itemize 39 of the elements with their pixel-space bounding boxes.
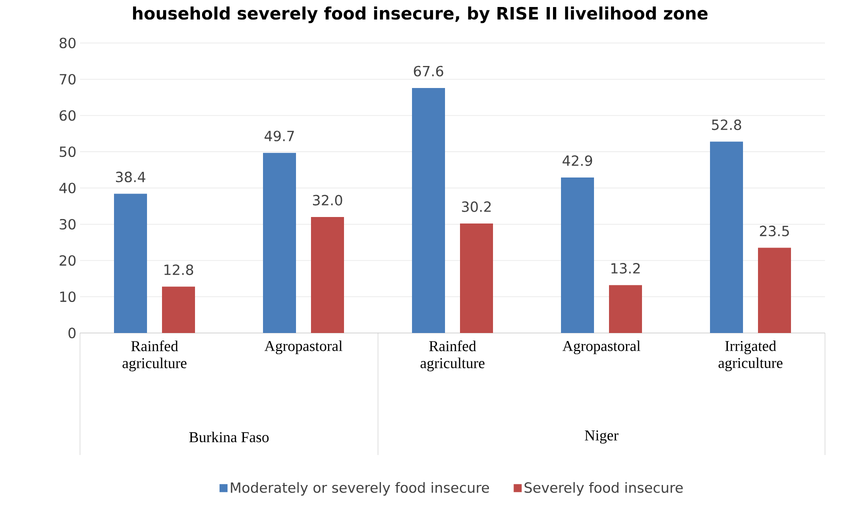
x-tick-label: Irrigated agriculture (718, 340, 782, 372)
y-tick-label: 70 (60, 74, 76, 85)
bar (561, 177, 594, 333)
bar (609, 285, 642, 333)
y-tick-label: 0 (68, 328, 76, 338)
bar (114, 194, 148, 333)
legend-label: Severely food insecure (524, 482, 683, 496)
data-label: 49.7 (264, 130, 294, 142)
y-tick-label: 20 (60, 255, 76, 266)
y-tick-label: 80 (60, 38, 76, 48)
bar (710, 142, 743, 333)
y-tick-label: 50 (60, 146, 76, 158)
y-tick-label: 40 (59, 182, 76, 194)
data-label: 12.8 (164, 264, 194, 276)
y-tick-label: 60 (60, 110, 76, 121)
text: Burkina Faso (189, 432, 269, 442)
x-tick-label: Agropastoral (264, 340, 342, 354)
text: Niger (584, 430, 618, 444)
bar (758, 248, 791, 333)
x-tick-label: Rainfed agriculture (122, 340, 186, 372)
data-label: 52.8 (712, 119, 742, 130)
x-tick-label: Rainfed agriculture (420, 340, 484, 372)
data-label: 30.2 (462, 201, 491, 212)
bar (460, 224, 493, 333)
bar (412, 88, 445, 333)
data-label: 32.0 (312, 194, 342, 206)
bar (162, 286, 196, 333)
y-tick-label: 10 (60, 291, 76, 302)
data-label: 67.6 (414, 66, 444, 76)
chart-title: household severely food insecure, by RISE II livelihood zone (133, 6, 708, 24)
legend-label: Moderately or severely food insecure (230, 482, 489, 496)
y-tick-label: 30 (60, 218, 76, 230)
data-label: 23.5 (760, 226, 789, 236)
data-label: 13.2 (611, 263, 640, 274)
x-tick-label: Agropastoral (562, 340, 640, 354)
bar (311, 216, 344, 333)
data-label: 42.9 (562, 155, 592, 166)
bar (263, 152, 296, 333)
data-label: 38.4 (116, 172, 146, 182)
